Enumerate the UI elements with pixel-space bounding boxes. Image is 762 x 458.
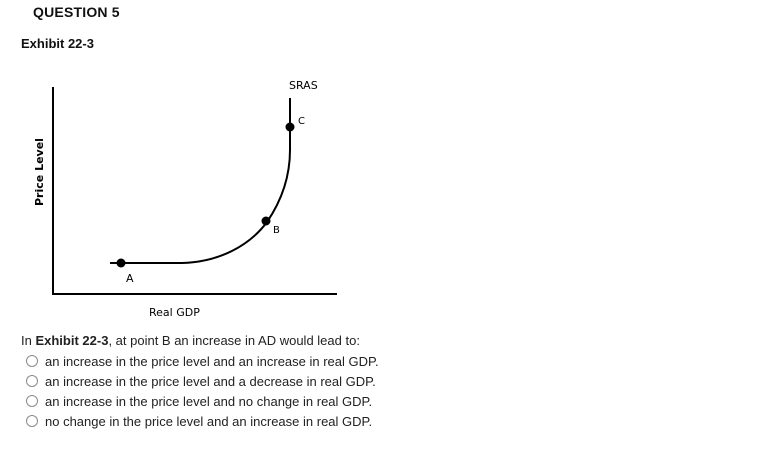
sras-curve (110, 98, 291, 264)
point-c-label: C (298, 116, 305, 127)
prompt-exhibit-ref: Exhibit 22-3 (35, 333, 109, 348)
point-c-marker (285, 122, 295, 132)
radio-button[interactable] (26, 355, 38, 367)
answer-option[interactable]: an increase in the price level and no ch… (26, 391, 379, 411)
point-b-marker (261, 216, 271, 226)
radio-button[interactable] (26, 395, 38, 407)
answer-option-label[interactable]: an increase in the price level and an in… (45, 353, 379, 369)
answer-option[interactable]: an increase in the price level and an in… (26, 351, 379, 371)
answer-option-label[interactable]: an increase in the price level and no ch… (45, 393, 373, 409)
point-a-label: A (126, 272, 134, 285)
exhibit-title: Exhibit 22-3 (21, 36, 94, 51)
question-title: QUESTION 5 (33, 4, 120, 20)
sras-label: SRAS (289, 79, 318, 92)
radio-button[interactable] (26, 375, 38, 387)
answer-option-label[interactable]: an increase in the price level and a dec… (45, 373, 376, 389)
answer-option[interactable]: an increase in the price level and a dec… (26, 371, 379, 391)
sras-graph: A B C SRAS Real GDP Price Level (33, 79, 337, 319)
prompt-suffix: , at point B an increase in AD would lea… (108, 333, 360, 348)
y-axis-label: Price Level (33, 138, 46, 206)
answer-option[interactable]: no change in the price level and an incr… (26, 411, 379, 431)
point-a-marker (116, 258, 126, 268)
x-axis-label: Real GDP (149, 306, 200, 319)
point-b-label: B (273, 225, 280, 236)
radio-button[interactable] (26, 415, 38, 427)
prompt-prefix: In (21, 333, 36, 348)
question-prompt: In Exhibit 22-3, at point B an increase … (21, 333, 360, 348)
answer-option-label[interactable]: no change in the price level and an incr… (45, 413, 373, 429)
answer-options: an increase in the price level and an in… (26, 351, 379, 431)
